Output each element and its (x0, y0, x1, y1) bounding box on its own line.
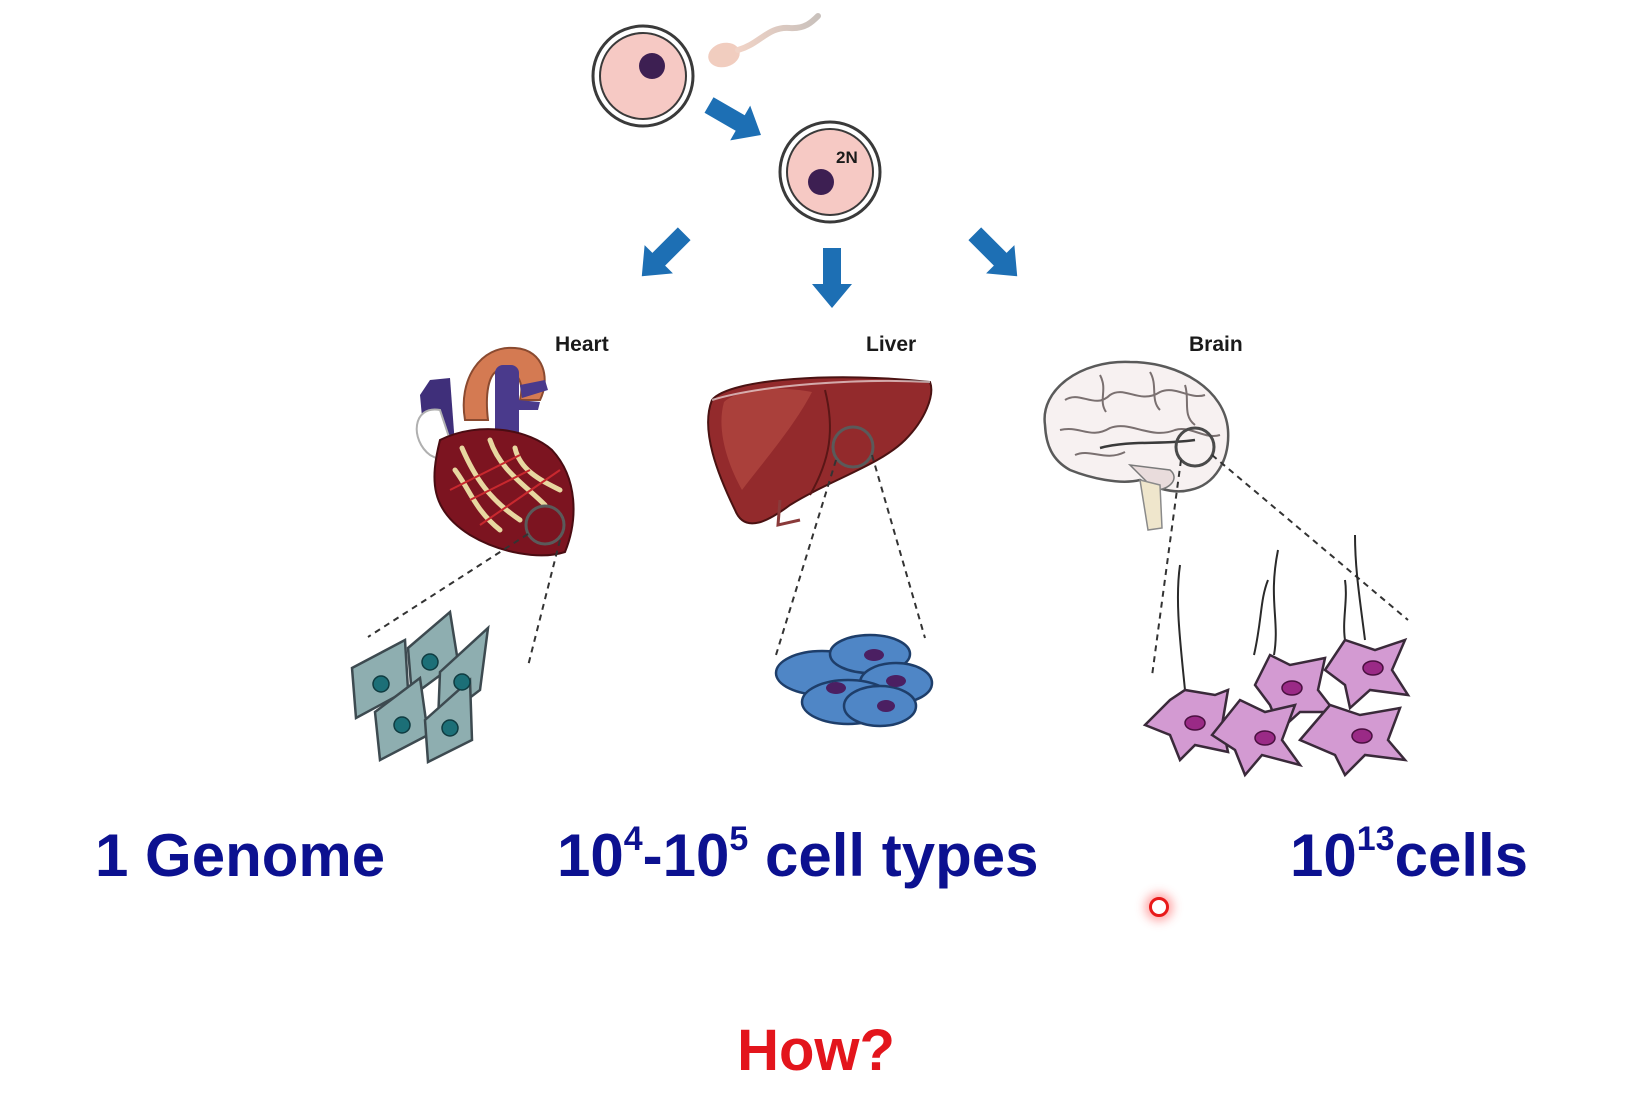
heart-icon (367, 346, 575, 667)
liver-icon (707, 376, 933, 656)
types-suffix: cell types (748, 822, 1039, 889)
cell-types-statement: 104-105 cell types (557, 822, 1038, 886)
neuron-icon (1176, 534, 1366, 691)
cells-suffix: cells (1394, 822, 1529, 889)
cells-base: 10 (1290, 822, 1357, 889)
types-base1: 10 (557, 822, 624, 889)
neuron-cells (1142, 637, 1411, 778)
hepatocyte-nuclei (826, 649, 906, 712)
zygote-ploidy-label: 2N (836, 148, 858, 167)
cells-statement: 1013cells (1290, 822, 1528, 886)
genome-text: 1 Genome (95, 822, 386, 889)
egg-cell-icon (591, 24, 695, 128)
arrow-icon (968, 227, 1018, 277)
heart-label: Heart (555, 333, 609, 356)
sperm-icon (708, 13, 821, 68)
liver-label: Liver (866, 333, 916, 356)
cardiomyocyte-nuclei (372, 653, 471, 737)
zygote-icon: 2N (778, 120, 882, 224)
types-exponent2: 5 (729, 820, 749, 858)
hepatocyte-icon (774, 633, 934, 728)
types-exponent1: 4 (623, 820, 643, 858)
brain-label: Brain (1189, 333, 1243, 356)
types-dash: -10 (642, 822, 730, 889)
neuron-nuclei (1184, 660, 1384, 746)
question-text: How? (737, 1018, 895, 1083)
brain-icon (1043, 360, 1409, 677)
arrow-icon (641, 227, 691, 277)
laser-pointer-icon (1149, 897, 1169, 917)
arrow-icon (704, 97, 761, 141)
genome-statement: 1 Genome (95, 826, 385, 886)
cells-exponent: 13 (1356, 820, 1395, 858)
arrow-icon (812, 248, 852, 308)
